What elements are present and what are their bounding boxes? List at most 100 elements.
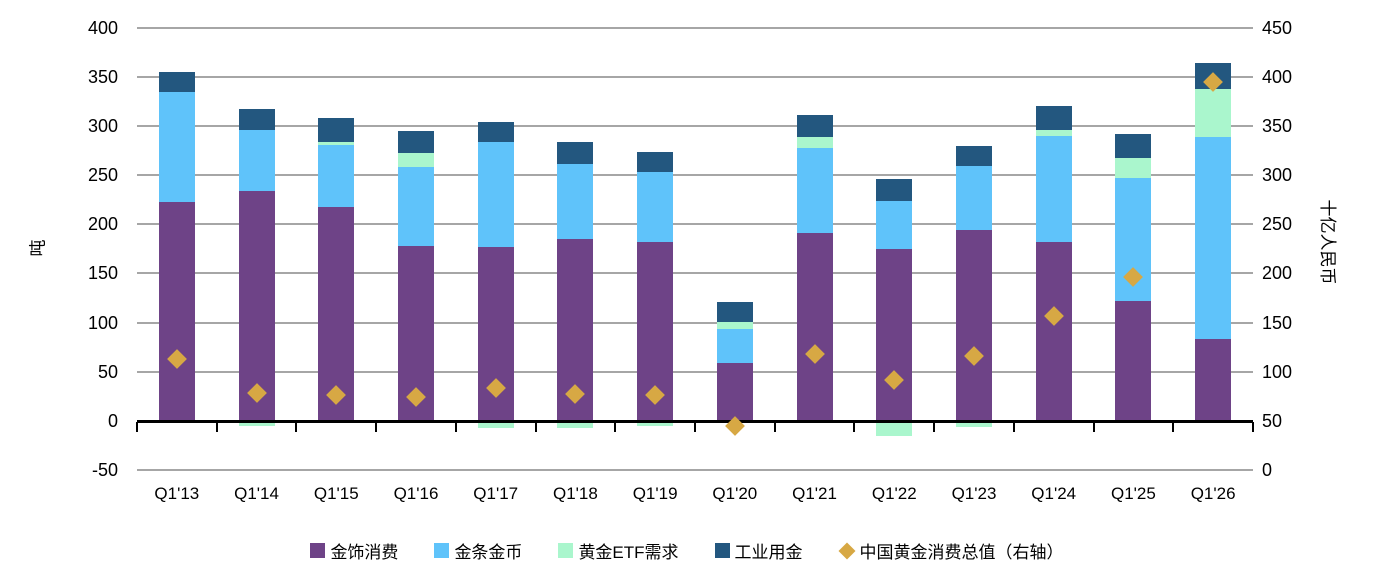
legend-label-industrial: 工业用金 — [734, 543, 803, 562]
bar-segment-industrial-q1-22 — [876, 179, 913, 201]
bar-segment-bars-coins-q1-19 — [637, 172, 674, 243]
x-tick-label-q1-24: Q1'24 — [1031, 484, 1077, 503]
bar-segment-industrial-q1-13 — [158, 72, 195, 92]
x-axis-tick — [1092, 421, 1095, 432]
x-axis-tick — [295, 421, 298, 432]
x-tick-label-q1-23: Q1'23 — [951, 484, 997, 503]
x-tick-label-q1-19: Q1'19 — [632, 484, 678, 503]
y-tick-label-right: 50 — [1262, 410, 1283, 431]
y-tick-label-right: 300 — [1262, 165, 1293, 186]
legend-swatch-jewelry — [310, 543, 326, 558]
bar-segment-gold-etf-q1-14 — [238, 420, 275, 426]
bar-segment-industrial-q1-25 — [1115, 134, 1152, 158]
x-axis-tick — [454, 421, 457, 432]
bar-segment-bars-coins-q1-14 — [238, 130, 275, 192]
x-tick-label-q1-13: Q1'13 — [154, 484, 200, 503]
y-tick-label-left: 250 — [87, 165, 118, 186]
bar-segment-industrial-q1-14 — [238, 108, 275, 131]
bar-segment-industrial-q1-18 — [557, 141, 594, 164]
legend-label-gold-etf: 黄金ETF需求 — [578, 543, 679, 562]
y-tick-label-right: 100 — [1262, 361, 1293, 382]
bar-segment-bars-coins-q1-22 — [876, 200, 913, 249]
x-axis-tick — [1012, 421, 1015, 432]
x-axis-tick — [614, 421, 617, 432]
x-axis-tick — [1172, 421, 1175, 432]
gridline — [137, 272, 1253, 275]
bar-segment-jewelry-q1-26 — [1195, 339, 1232, 421]
bar-segment-gold-etf-q1-24 — [1035, 130, 1072, 137]
legend-label-bars-coins: 金条金币 — [454, 543, 523, 562]
y-tick-label-right: 450 — [1262, 18, 1293, 39]
bar-segment-gold-etf-q1-19 — [637, 420, 674, 426]
gridline — [137, 370, 1253, 373]
x-tick-label-q1-26: Q1'26 — [1190, 484, 1236, 503]
chart-legend: 金饰消费 金条金币 黄金ETF需求 工业用金 中国黄金消费总值（右轴） — [0, 538, 1374, 563]
y-tick-label-left: 300 — [87, 116, 118, 137]
y-tick-label-left: 350 — [87, 67, 118, 88]
y-tick-label-right: 150 — [1262, 312, 1293, 333]
bar-segment-gold-etf-q1-22 — [876, 420, 913, 437]
bar-segment-bars-coins-q1-26 — [1195, 137, 1232, 340]
bar-segment-bars-coins-q1-16 — [398, 166, 434, 246]
y-tick-label-right: 250 — [1262, 214, 1293, 235]
gridline — [137, 468, 1253, 471]
legend-item-bars-coins: 金条金币 — [434, 538, 522, 563]
bar-segment-industrial-q1-21 — [796, 114, 833, 138]
bar-segment-industrial-q1-16 — [398, 131, 434, 153]
bar-segment-gold-etf-q1-23 — [956, 420, 992, 427]
x-tick-label-q1-16: Q1'16 — [393, 484, 439, 503]
y-tick-label-right: 0 — [1262, 459, 1273, 480]
bar-segment-jewelry-q1-13 — [158, 201, 195, 421]
x-axis-line — [137, 419, 1253, 423]
bar-segment-gold-etf-q1-16 — [398, 152, 434, 167]
y-tick-label-left: -50 — [91, 459, 118, 480]
bar-segment-industrial-q1-19 — [637, 151, 674, 173]
y-tick-label-right: 200 — [1262, 263, 1293, 284]
bar-segment-gold-etf-q1-18 — [557, 420, 594, 428]
bar-segment-gold-etf-q1-20 — [716, 321, 753, 330]
x-tick-label-q1-22: Q1'22 — [871, 484, 917, 503]
y-tick-label-right: 400 — [1262, 67, 1293, 88]
bar-segment-bars-coins-q1-18 — [557, 163, 594, 240]
legend-swatch-china-gold-consumption-total-value — [838, 542, 856, 559]
legend-swatch-bars-coins — [434, 543, 450, 558]
bar-segment-jewelry-q1-21 — [796, 233, 833, 421]
bar-segment-jewelry-q1-24 — [1035, 242, 1072, 421]
y-tick-label-right: 350 — [1262, 116, 1293, 137]
x-axis-tick — [136, 421, 138, 432]
x-tick-label-q1-15: Q1'15 — [313, 484, 359, 503]
gridline — [137, 321, 1253, 324]
y-tick-label-left: 50 — [97, 361, 118, 382]
bar-segment-gold-etf-q1-15 — [318, 141, 355, 145]
bar-segment-bars-coins-q1-15 — [318, 144, 355, 207]
gridline — [137, 174, 1253, 177]
bar-segment-bars-coins-q1-13 — [158, 91, 195, 202]
bar-segment-industrial-q1-15 — [318, 118, 355, 142]
bar-segment-gold-etf-q1-25 — [1115, 157, 1152, 179]
legend-item-china-gold-consumption-total-value: 中国黄金消费总值（右轴） — [838, 538, 1064, 563]
legend-swatch-industrial — [714, 543, 730, 558]
y-tick-label-left: 400 — [87, 18, 118, 39]
gridline — [137, 27, 1253, 30]
left-axis-title: 吨 — [28, 239, 48, 257]
bar-segment-bars-coins-q1-20 — [716, 329, 753, 363]
bar-segment-jewelry-q1-23 — [956, 230, 992, 421]
y-tick-label-left: 150 — [87, 263, 118, 284]
bar-segment-bars-coins-q1-23 — [956, 165, 992, 231]
gridline — [137, 125, 1253, 128]
y-tick-label-left: 200 — [87, 214, 118, 235]
x-tick-label-q1-14: Q1'14 — [234, 484, 279, 503]
bar-segment-gold-etf-q1-21 — [796, 137, 833, 148]
legend-label-jewelry: 金饰消费 — [330, 543, 399, 562]
y-tick-label-left: 0 — [107, 410, 118, 431]
x-axis-tick — [853, 421, 856, 432]
bar-segment-jewelry-q1-14 — [238, 191, 275, 421]
bar-segment-gold-etf-q1-26 — [1195, 88, 1232, 138]
bar-segment-bars-coins-q1-24 — [1035, 136, 1072, 243]
legend-item-jewelry: 金饰消费 — [310, 538, 398, 563]
bar-segment-jewelry-q1-20 — [716, 362, 753, 421]
x-tick-label-q1-20: Q1'20 — [712, 484, 758, 503]
bar-segment-industrial-q1-24 — [1035, 105, 1072, 131]
legend-item-industrial: 工业用金 — [714, 538, 803, 563]
